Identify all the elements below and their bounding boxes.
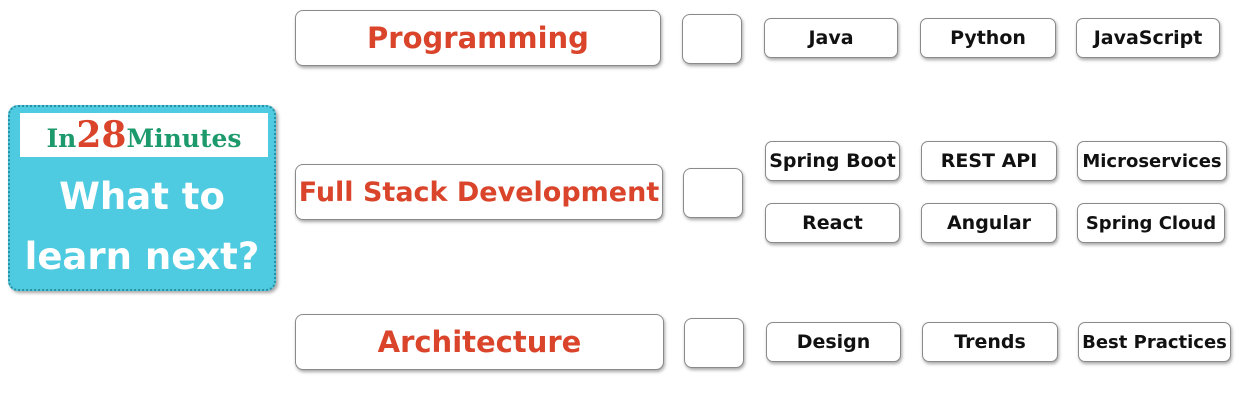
checkbox-full-stack-development[interactable]	[683, 168, 743, 218]
topic-programming[interactable]: Programming	[295, 10, 661, 66]
chip-microservices[interactable]: Microservices	[1077, 141, 1227, 181]
chip-react[interactable]: React	[765, 203, 900, 243]
headline-line-1: What to	[59, 175, 225, 218]
chip-spring-boot[interactable]: Spring Boot	[765, 141, 900, 181]
topic-full-stack-development[interactable]: Full Stack Development	[295, 164, 663, 220]
in28minutes-logo: In28Minutes	[20, 113, 268, 157]
chip-spring-cloud[interactable]: Spring Cloud	[1077, 203, 1225, 243]
chip-python[interactable]: Python	[920, 18, 1056, 58]
chip-java[interactable]: Java	[764, 18, 898, 58]
logo-suffix: Minutes	[126, 124, 242, 153]
logo-number: 28	[76, 114, 127, 156]
chip-angular[interactable]: Angular	[921, 203, 1057, 243]
chip-javascript[interactable]: JavaScript	[1076, 18, 1220, 58]
chip-best-practices[interactable]: Best Practices	[1078, 322, 1231, 362]
chip-design[interactable]: Design	[766, 322, 901, 362]
checkbox-programming[interactable]	[682, 14, 742, 64]
checkbox-architecture[interactable]	[684, 318, 744, 368]
logo-prefix: In	[46, 124, 77, 153]
headline: What to learn next?	[10, 167, 274, 287]
logo-card: In28Minutes What to learn next?	[8, 105, 276, 291]
chip-rest-api[interactable]: REST API	[921, 141, 1057, 181]
topic-architecture[interactable]: Architecture	[295, 314, 664, 370]
chip-trends[interactable]: Trends	[922, 322, 1058, 362]
headline-line-2: learn next?	[24, 235, 260, 278]
